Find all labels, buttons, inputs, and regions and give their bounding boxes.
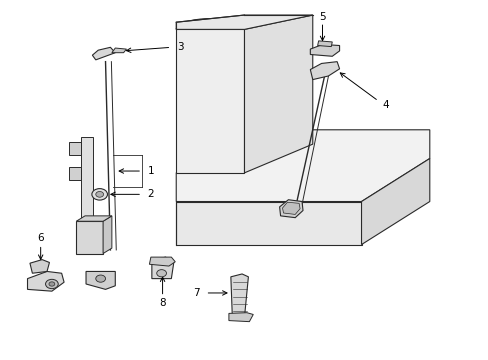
- Polygon shape: [176, 130, 429, 202]
- Polygon shape: [76, 221, 103, 253]
- Circle shape: [92, 189, 107, 200]
- Text: 3: 3: [177, 42, 183, 52]
- Circle shape: [157, 270, 166, 277]
- Polygon shape: [228, 313, 253, 321]
- Polygon shape: [230, 274, 248, 317]
- Circle shape: [49, 282, 55, 286]
- Polygon shape: [317, 41, 331, 46]
- Polygon shape: [176, 15, 312, 30]
- Polygon shape: [112, 48, 126, 53]
- Polygon shape: [103, 216, 112, 253]
- Polygon shape: [279, 200, 303, 218]
- Text: 6: 6: [37, 233, 44, 243]
- Circle shape: [45, 279, 58, 289]
- Polygon shape: [282, 202, 300, 215]
- Polygon shape: [76, 216, 112, 221]
- Polygon shape: [149, 257, 175, 266]
- Polygon shape: [176, 202, 361, 244]
- Polygon shape: [310, 44, 339, 56]
- Polygon shape: [30, 260, 49, 273]
- Polygon shape: [69, 167, 81, 180]
- Circle shape: [96, 275, 105, 282]
- Text: 8: 8: [159, 298, 165, 308]
- Polygon shape: [69, 142, 81, 155]
- Polygon shape: [92, 47, 115, 60]
- Polygon shape: [176, 30, 244, 173]
- Text: 4: 4: [382, 100, 388, 110]
- Polygon shape: [244, 15, 312, 173]
- Polygon shape: [86, 271, 115, 289]
- Text: 5: 5: [319, 12, 325, 22]
- Text: 1: 1: [147, 166, 154, 176]
- Text: 7: 7: [193, 288, 200, 298]
- Polygon shape: [152, 257, 173, 279]
- Polygon shape: [27, 271, 64, 291]
- Circle shape: [96, 192, 103, 197]
- Polygon shape: [310, 62, 339, 80]
- Polygon shape: [81, 137, 93, 223]
- Text: 2: 2: [147, 189, 154, 199]
- Polygon shape: [361, 158, 429, 244]
